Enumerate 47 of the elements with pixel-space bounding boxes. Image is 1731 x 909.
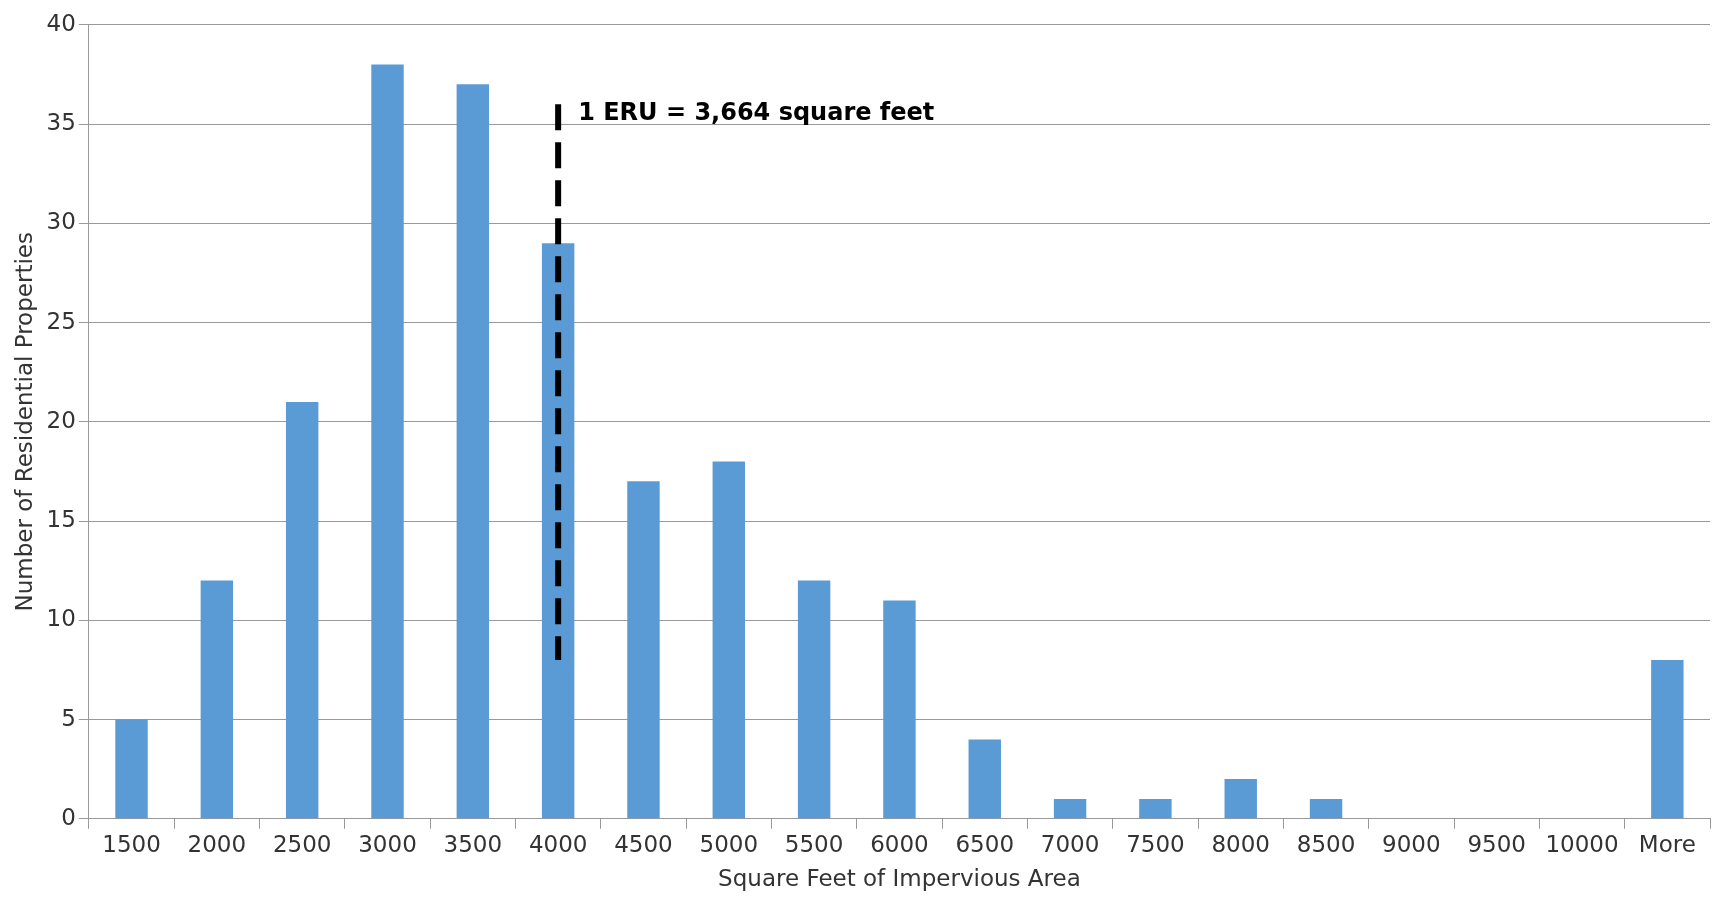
- x-tick-label: 3500: [443, 830, 503, 857]
- bar: [200, 580, 234, 819]
- x-tick-label: 7500: [1126, 830, 1185, 857]
- y-tick-label: 25: [46, 307, 76, 334]
- bar: [115, 719, 148, 819]
- x-tick-label: 10000: [1545, 830, 1619, 857]
- bar: [1224, 779, 1257, 819]
- x-tick-label: 2000: [187, 830, 247, 857]
- x-tick-label: 8500: [1296, 830, 1356, 857]
- bar: [797, 580, 831, 819]
- y-tick-label: 0: [61, 803, 76, 830]
- bar: [1651, 660, 1684, 819]
- bar: [1309, 798, 1343, 819]
- bar: [541, 243, 575, 819]
- ref-line-label: 1 ERU = 3,664 square feet: [578, 98, 935, 127]
- x-tick-label: 7000: [1040, 830, 1100, 857]
- y-tick-label: 20: [46, 406, 76, 433]
- bar: [371, 64, 404, 819]
- y-tick-label: 30: [46, 208, 76, 235]
- x-tick-label: 6000: [870, 830, 929, 857]
- x-tick-label: More: [1638, 830, 1696, 857]
- y-tick-label: 5: [61, 704, 76, 731]
- bar: [456, 84, 490, 819]
- y-tick-label: 40: [46, 9, 76, 36]
- y-tick-label: 35: [46, 109, 76, 136]
- bar: [1053, 798, 1087, 819]
- x-tick-label: 6500: [955, 830, 1015, 857]
- x-tick-label: 9000: [1382, 830, 1441, 857]
- x-tick-label: 1500: [102, 830, 161, 857]
- x-tick-label: 4500: [614, 830, 673, 857]
- x-tick-label: 8000: [1211, 830, 1270, 857]
- x-tick-label: 9500: [1467, 830, 1526, 857]
- bar: [1139, 798, 1172, 819]
- x-tick-label: 4000: [528, 830, 588, 857]
- bar: [285, 401, 319, 819]
- bar: [712, 461, 745, 819]
- y-tick-label: 10: [46, 605, 76, 632]
- x-tick-label: 3000: [358, 830, 417, 857]
- x-tick-label: 5500: [784, 830, 844, 857]
- y-tick-label: 15: [46, 506, 76, 533]
- bar: [968, 739, 1001, 819]
- x-tick-label: 2500: [272, 830, 332, 857]
- bar: [883, 600, 916, 819]
- bar: [627, 481, 660, 819]
- y-axis-title: Number of Residential Properties: [10, 232, 37, 612]
- x-tick-label: 5000: [699, 830, 759, 857]
- x-axis-title: Square Feet of Impervious Area: [718, 865, 1081, 892]
